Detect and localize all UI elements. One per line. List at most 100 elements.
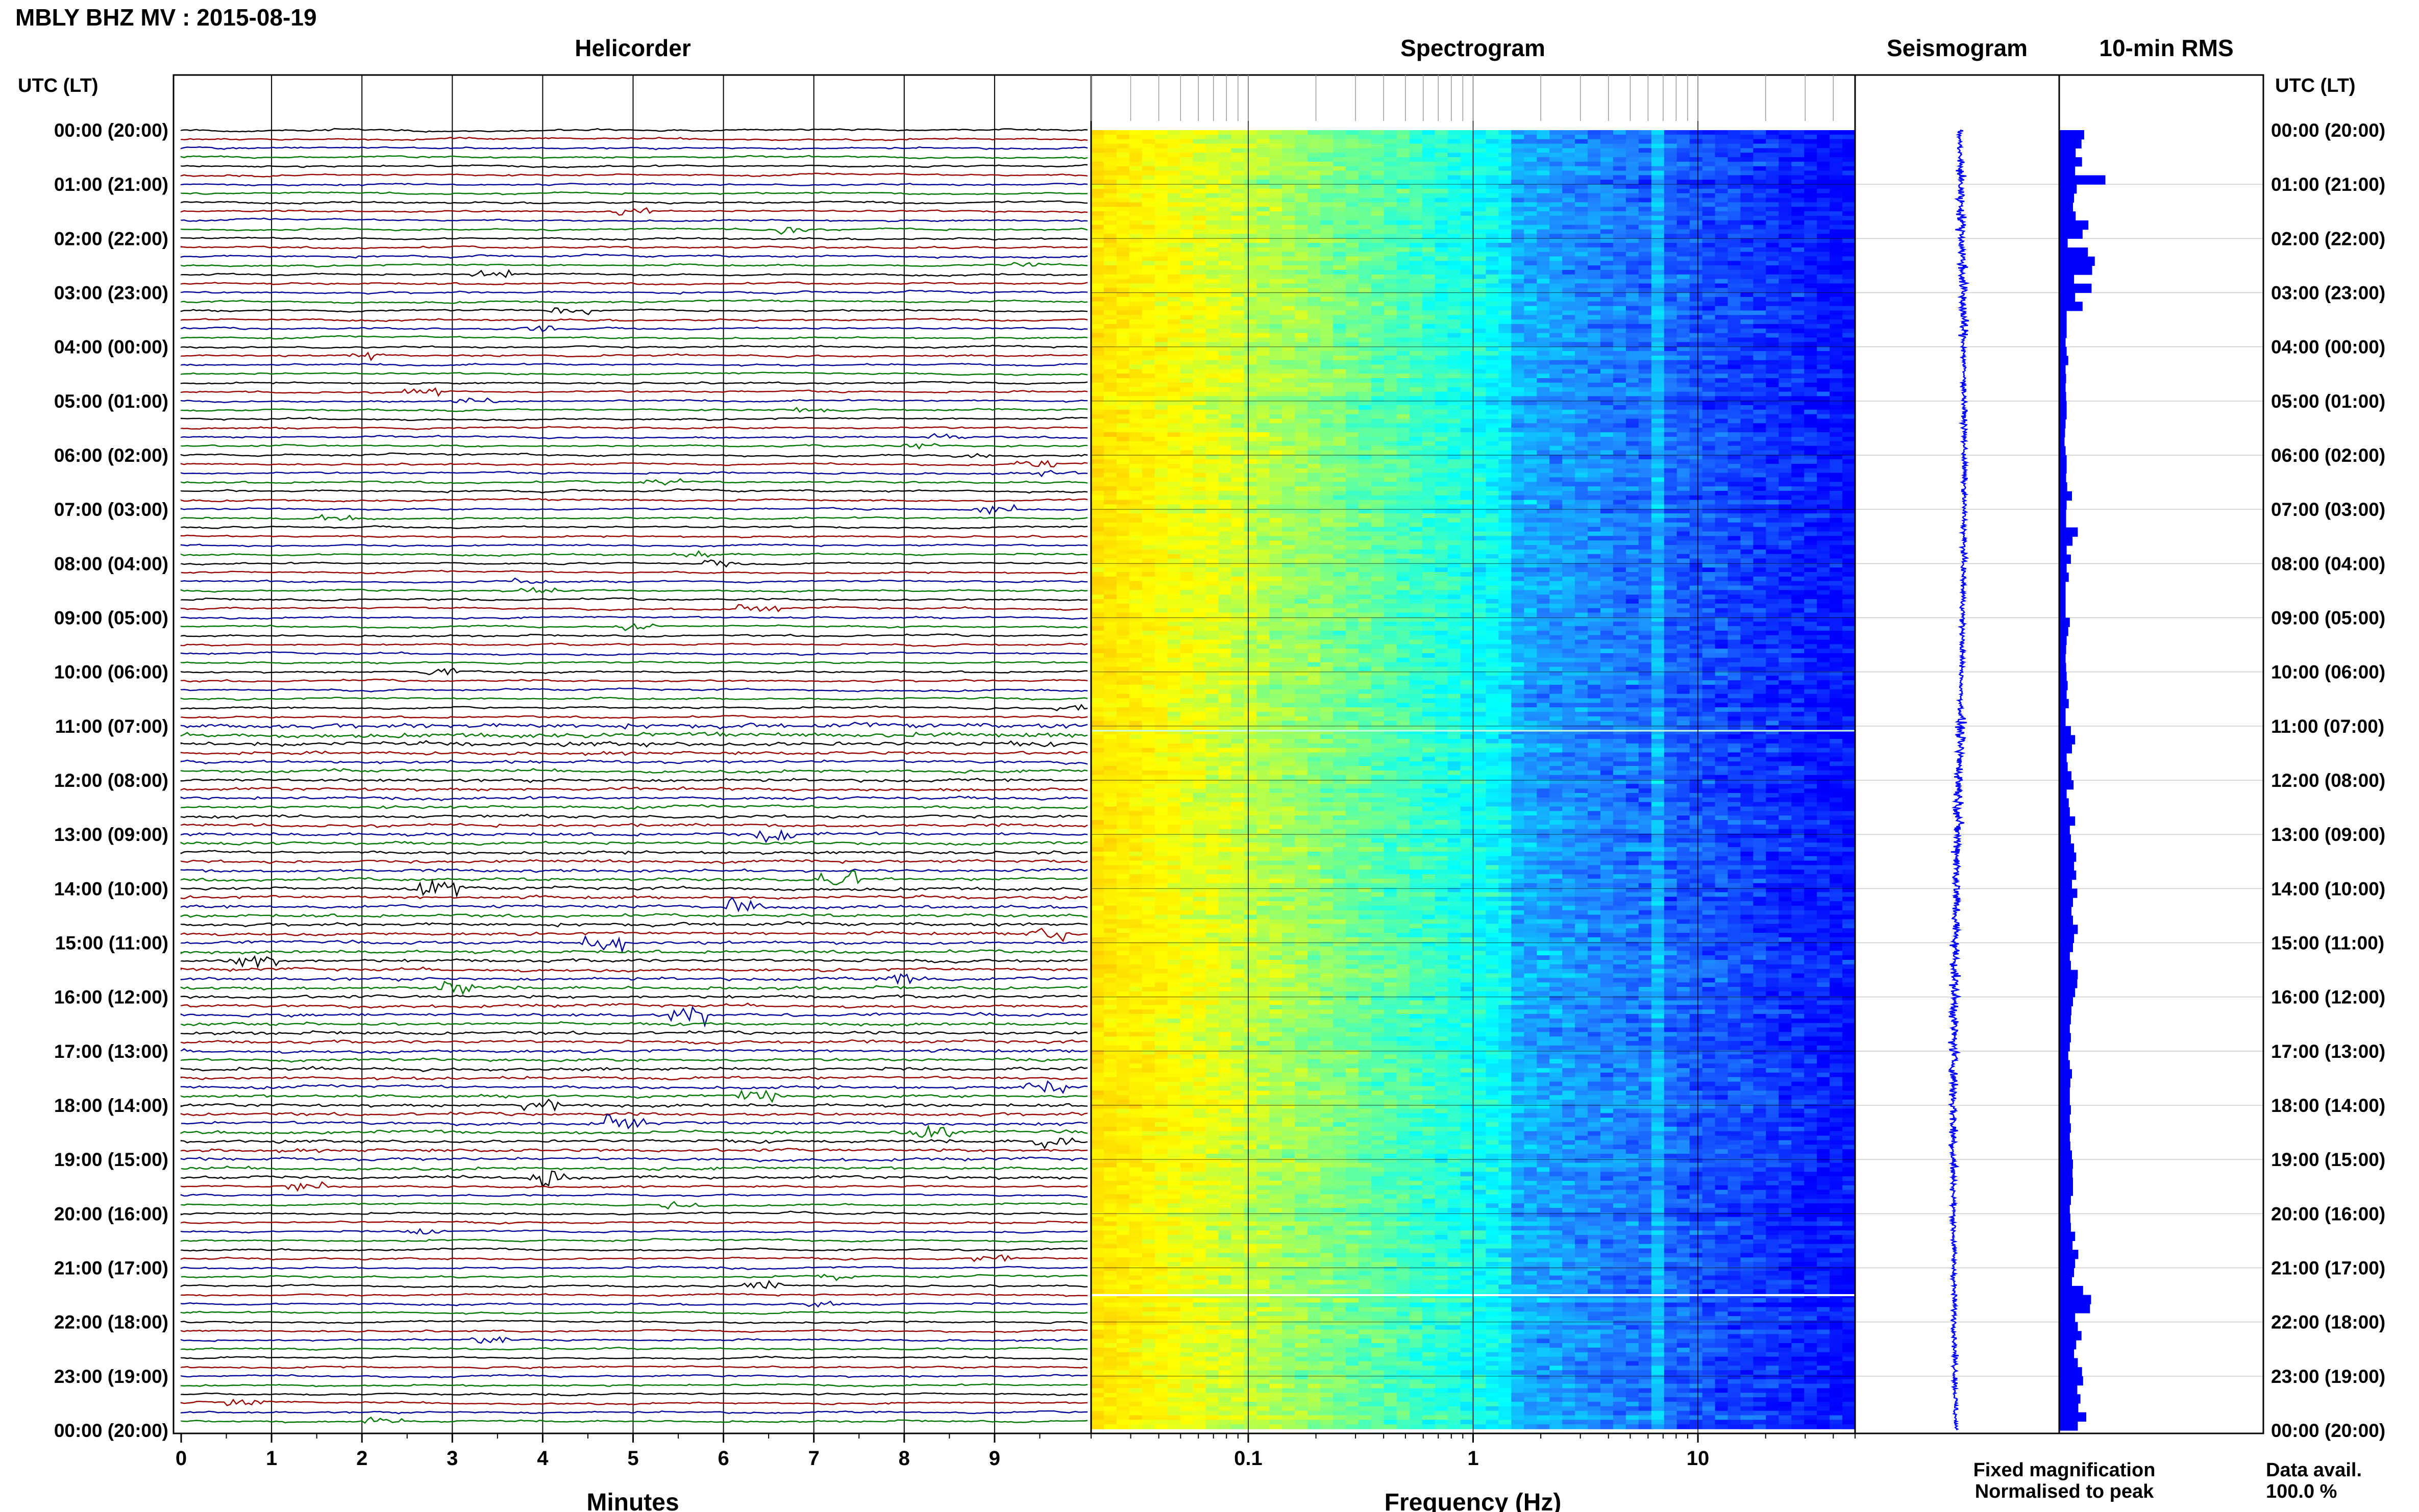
spectrogram-cell bbox=[1588, 153, 1601, 158]
spectrogram-cell bbox=[1371, 482, 1385, 487]
spectrogram-cell bbox=[1358, 134, 1372, 140]
spectrogram-cell bbox=[1562, 477, 1575, 482]
spectrogram-cell bbox=[1154, 310, 1168, 316]
spectrogram-cell bbox=[1486, 315, 1499, 320]
spectrogram-cell bbox=[1638, 252, 1652, 257]
time-label-right: 05:00 (01:00) bbox=[2271, 391, 2385, 412]
spectrogram-cell bbox=[1740, 148, 1754, 153]
spectrogram-cell bbox=[1295, 450, 1308, 455]
spectrogram-cell bbox=[1486, 374, 1499, 379]
spectrogram-cell bbox=[1676, 188, 1690, 194]
spectrogram-cell bbox=[1091, 234, 1104, 239]
helicorder-trace bbox=[180, 498, 1088, 503]
spectrogram-cell bbox=[1422, 324, 1436, 329]
spectrogram-cell bbox=[1830, 202, 1843, 207]
spectrogram-cell bbox=[1244, 468, 1257, 474]
spectrogram-cell bbox=[1282, 432, 1295, 437]
spectrogram-cell bbox=[1588, 428, 1601, 433]
spectrogram-cell bbox=[1664, 252, 1677, 257]
spectrogram-cell bbox=[1804, 143, 1817, 149]
spectrogram-cell bbox=[1142, 450, 1155, 455]
spectrogram-cell bbox=[1346, 459, 1359, 464]
spectrogram-cell bbox=[1638, 445, 1652, 451]
spectrogram-cell bbox=[1256, 134, 1270, 140]
spectrogram-cell bbox=[1358, 401, 1372, 406]
spectrogram-cell bbox=[1804, 450, 1817, 455]
spectrogram-cell bbox=[1753, 369, 1767, 374]
spectrogram-cell bbox=[1180, 355, 1194, 361]
spectrogram-cell bbox=[1562, 256, 1575, 261]
spectrogram-cell bbox=[1791, 207, 1805, 212]
spectrogram-cell bbox=[1791, 319, 1805, 325]
spectrogram-cell bbox=[1575, 418, 1588, 424]
helicorder-tick-label: 1 bbox=[266, 1447, 277, 1470]
spectrogram-cell bbox=[1346, 346, 1359, 352]
spectrogram-cell bbox=[1766, 134, 1780, 140]
spectrogram-cell bbox=[1651, 369, 1665, 374]
spectrogram-cell bbox=[1676, 234, 1690, 239]
spectrogram-cell bbox=[1753, 269, 1767, 275]
spectrogram-cell bbox=[1154, 355, 1168, 361]
spectrogram-cell bbox=[1791, 432, 1805, 437]
spectrogram-cell bbox=[1384, 143, 1397, 149]
spectrogram-cell bbox=[1817, 184, 1830, 189]
spectrogram-cell bbox=[1231, 247, 1245, 253]
helicorder-trace bbox=[180, 1398, 1088, 1406]
spectrogram-cell bbox=[1346, 436, 1359, 442]
spectrogram-cell bbox=[1256, 319, 1270, 325]
spectrogram-cell bbox=[1676, 374, 1690, 379]
spectrogram-cell bbox=[1588, 247, 1601, 253]
helicorder-trace bbox=[180, 1392, 1088, 1397]
spectrogram-cell bbox=[1779, 242, 1792, 248]
spectrogram-cell bbox=[1091, 486, 1104, 491]
spectrogram-cell bbox=[1091, 441, 1104, 447]
spectrogram-cell bbox=[1549, 414, 1563, 419]
spectrogram-cell bbox=[1575, 247, 1588, 253]
spectrogram-cell bbox=[1142, 382, 1155, 388]
spectrogram-cell bbox=[1346, 378, 1359, 383]
spectrogram-cell bbox=[1613, 468, 1626, 474]
spectrogram-cell bbox=[1842, 297, 1855, 302]
spectrogram-cell bbox=[1625, 279, 1639, 284]
spectrogram-cell bbox=[1702, 306, 1716, 311]
spectrogram-cell bbox=[1244, 391, 1257, 397]
helicorder-trace bbox=[180, 1329, 1088, 1333]
spectrogram-cell bbox=[1562, 139, 1575, 144]
spectrogram-cell bbox=[1320, 202, 1334, 207]
spectrogram-cell bbox=[1702, 463, 1716, 469]
spectrogram-cell bbox=[1727, 234, 1741, 239]
spectrogram-cell bbox=[1218, 166, 1232, 171]
spectrogram-cell bbox=[1282, 360, 1295, 365]
spectrogram-cell bbox=[1346, 382, 1359, 388]
helicorder-trace bbox=[180, 955, 1088, 969]
spectrogram-cell bbox=[1549, 351, 1563, 356]
spectrogram-cell bbox=[1205, 170, 1219, 176]
spectrogram-cell bbox=[1537, 274, 1550, 280]
spectrogram-cell bbox=[1664, 274, 1677, 280]
spectrogram-cell bbox=[1320, 342, 1334, 347]
spectrogram-cell bbox=[1791, 428, 1805, 433]
spectrogram-cell bbox=[1613, 292, 1626, 298]
spectrogram-cell bbox=[1715, 382, 1729, 388]
spectrogram-cell bbox=[1167, 238, 1181, 243]
spectrogram-cell bbox=[1727, 288, 1741, 293]
spectrogram-cell bbox=[1779, 396, 1792, 401]
spectrogram-cell bbox=[1727, 274, 1741, 280]
spectrogram-cell bbox=[1333, 238, 1346, 243]
spectrogram-cell bbox=[1727, 315, 1741, 320]
spectrogram-cell bbox=[1307, 207, 1321, 212]
spectrogram-cell bbox=[1600, 445, 1614, 451]
spectrogram-cell bbox=[1804, 242, 1817, 248]
spectrogram-cell bbox=[1154, 225, 1168, 230]
spectrogram-cell bbox=[1205, 202, 1219, 207]
spectrogram-cell bbox=[1638, 279, 1652, 284]
spectrogram-cell bbox=[1422, 405, 1436, 410]
spectrogram-cell bbox=[1715, 166, 1729, 171]
helicorder-trace bbox=[180, 1266, 1088, 1270]
spectrogram-cell bbox=[1409, 184, 1423, 189]
spectrogram-cell bbox=[1486, 288, 1499, 293]
spectrogram-cell bbox=[1371, 306, 1385, 311]
spectrogram-cell bbox=[1129, 436, 1143, 442]
spectrogram-cell bbox=[1384, 193, 1397, 199]
spectrogram-cell bbox=[1842, 459, 1855, 464]
